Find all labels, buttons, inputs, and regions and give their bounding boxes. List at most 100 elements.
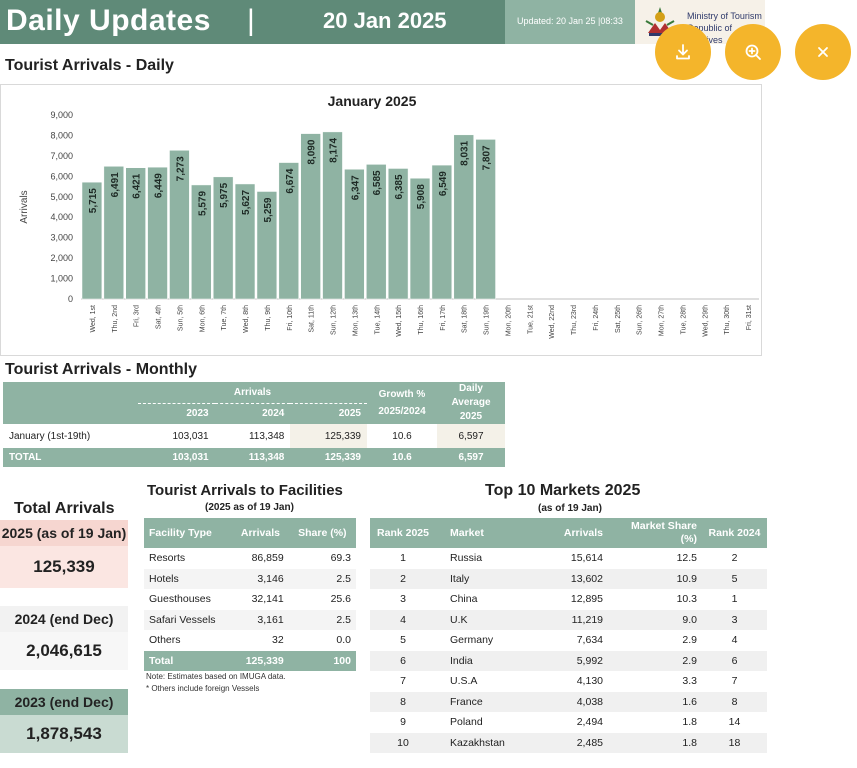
market-rank-2025: 1: [400, 552, 406, 565]
market-row: 3 China 12,895 10.3 1: [370, 589, 767, 610]
bar: [431, 164, 453, 300]
x-tick-label: Fri, 3rd: [134, 305, 141, 327]
market-rank-2024: 6: [702, 650, 767, 671]
x-tick-label: Thu, 16th: [418, 305, 425, 335]
market-row: 4 U.K 11,219 9.0 3: [370, 609, 767, 630]
x-tick-label: Tue, 14th: [374, 305, 381, 334]
market-row: 1 Russia 15,614 12.5 2: [370, 548, 767, 569]
bar: [103, 166, 124, 300]
download-button[interactable]: [655, 24, 711, 80]
total-arrivals-title: Total Arrivals: [14, 500, 115, 517]
data-label: 6,385: [394, 174, 405, 199]
market-arrivals: 13,602: [534, 568, 608, 589]
x-tick-label: Sat, 4th: [156, 305, 163, 329]
daily-average-sub: 2025: [459, 411, 483, 422]
x-tick-label: Mon, 13th: [352, 305, 359, 336]
facility-name: Guesthouses: [149, 593, 211, 606]
x-tick-label: Thu, 9th: [265, 305, 272, 331]
bar: [387, 168, 409, 300]
data-label: 8,174: [329, 137, 340, 162]
x-tick-label: Mon, 27th: [659, 305, 666, 336]
x-tick-label: Thu, 2nd: [112, 305, 119, 333]
bar: [409, 177, 431, 300]
markets-header-row: Rank 2025 Market Arrivals Market Share (…: [370, 518, 767, 548]
facility-row: Others 32 0.0: [144, 630, 356, 651]
growth-label: Growth %: [378, 389, 426, 400]
facilities-title: Tourist Arrivals to Facilities: [147, 482, 343, 499]
markets-subtitle: (as of 19 Jan): [538, 503, 602, 514]
facility-share: 0.0: [336, 634, 351, 647]
daily-section-title: Tourist Arrivals - Daily: [5, 57, 174, 74]
facility-type-header: Facility Type: [144, 518, 233, 548]
data-label: 7,807: [482, 145, 493, 170]
facility-arrivals: 3,161: [232, 609, 289, 630]
facilities-subtitle: (2025 as of 19 Jan): [205, 502, 294, 513]
x-tick-label: Sun, 19th: [484, 305, 491, 335]
data-label: 5,579: [197, 191, 208, 216]
market-arrivals: 7,634: [576, 634, 603, 647]
facility-total-arrivals: 125,339: [232, 650, 289, 671]
total-2024-card: 2024 (end Dec) 2,046,615: [0, 606, 128, 670]
market-rank-2025: 6: [370, 650, 436, 671]
monthly-year-blank: [3, 403, 138, 424]
arrivals-header: Arrivals: [138, 382, 367, 404]
market-rank-2024: 2: [731, 552, 738, 565]
market-rank-2024: 4: [731, 634, 738, 647]
market-share: 1.8: [682, 716, 697, 729]
market-row: 2 Italy 13,602 10.9 5: [370, 568, 767, 589]
facility-name: Hotels: [144, 568, 233, 589]
bar: [191, 184, 212, 300]
facilities-table: Facility Type Arrivals Share (%) Resorts…: [144, 518, 356, 671]
month-2025: 125,339: [290, 424, 367, 448]
bar: [147, 166, 168, 300]
y-tick-label: 0: [68, 294, 73, 304]
bar: [453, 134, 474, 300]
market-rows: 1 Russia 15,614 12.5 2 2 Italy 13,602 10.9 5 3 Chin…: [370, 548, 767, 753]
y-tick-label: 8,000: [50, 130, 73, 140]
report-date: 20 Jan 2025: [323, 8, 447, 33]
y-tick-label: 2,000: [50, 253, 73, 263]
note-line-2: * Others include foreign Vessels: [146, 684, 260, 693]
market-row: 5 Germany 7,634 2.9 4: [370, 630, 767, 651]
y-tick-label: 7,000: [50, 151, 73, 161]
monthly-row: January (1st-19th) 103,031 113,348 125,3…: [3, 424, 505, 448]
market-name: India: [436, 650, 534, 671]
x-tick-label: Sat, 18th: [462, 305, 469, 333]
total-2024-label: 2024 (end Dec): [0, 606, 128, 632]
x-tick-label: Thu, 30th: [724, 305, 731, 335]
data-label: 6,491: [110, 172, 121, 197]
daily-chart-svg: January 2025 Arrivals 0 1,000 2,000 3,000 4,00…: [19, 93, 759, 339]
x-tick-label: Tue, 7th: [221, 305, 228, 331]
x-tick-label: Wed, 22nd: [549, 305, 556, 339]
market-rank-2025: 3: [400, 593, 406, 606]
monthly-header-blank: [3, 382, 138, 403]
market-rank-2025: 2: [370, 568, 436, 589]
market-header: Market: [436, 518, 534, 548]
growth-sub: 2025/2024: [378, 406, 426, 417]
data-label: 5,627: [241, 190, 252, 215]
daily-average-header: Daily Average 2025: [437, 382, 505, 424]
bar: [81, 181, 103, 300]
bar: [322, 131, 343, 300]
year-2025: 2025: [290, 403, 367, 424]
facility-arrivals-header: Arrivals: [232, 518, 289, 548]
data-label: 5,975: [219, 182, 230, 207]
market-arrivals: 15,614: [570, 552, 603, 565]
facility-total-share: 100: [288, 650, 356, 671]
total-average: 6,597: [437, 448, 505, 467]
updated-timestamp: Updated: 20 Jan 25 |08:33: [517, 16, 623, 26]
market-rank-2024: 5: [702, 568, 767, 589]
facility-total-row: Total 125,339 100: [144, 650, 356, 671]
total-growth: 10.6: [367, 448, 437, 467]
bar: [278, 162, 299, 300]
market-share: 10.3: [676, 593, 697, 606]
market-row: 10 Kazakhstan 2,485 1.8 18: [370, 732, 767, 753]
close-button[interactable]: [795, 24, 851, 80]
monthly-table: Arrivals Growth % 2025/2024 Daily Average…: [3, 382, 505, 467]
total-2024-value: 2,046,615: [0, 632, 128, 670]
zoom-button[interactable]: [725, 24, 781, 80]
market-share: 10.9: [608, 568, 702, 589]
x-tick-label: Sun, 12th: [331, 305, 338, 335]
x-tick-label: Thu, 23rd: [571, 305, 578, 335]
data-label: 6,449: [154, 173, 165, 198]
